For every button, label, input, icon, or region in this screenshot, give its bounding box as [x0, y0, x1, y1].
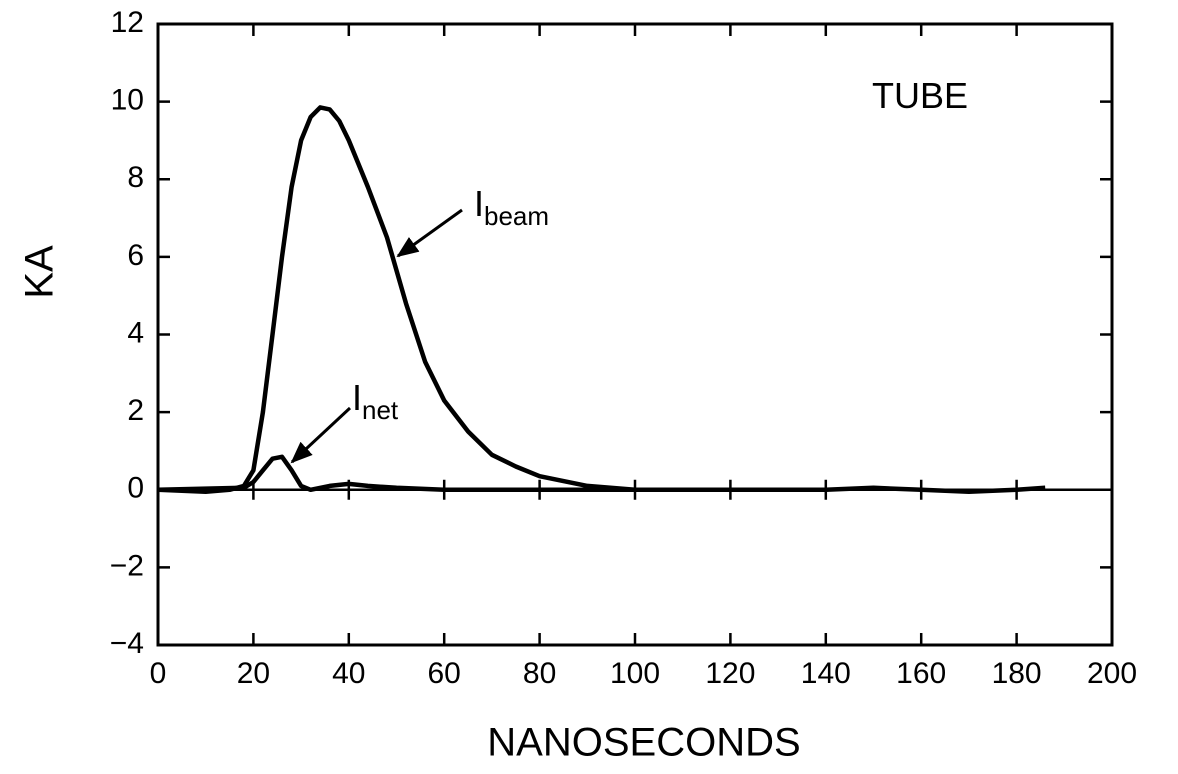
- x-tick-label: 80: [523, 657, 556, 690]
- y-tick-label: 12: [111, 6, 144, 39]
- y-axis-label: KA: [18, 245, 62, 299]
- x-tick-label: 40: [332, 657, 365, 690]
- x-tick-label: 140: [801, 657, 851, 690]
- x-tick-label: 20: [237, 657, 270, 690]
- y-tick-label: 4: [127, 316, 144, 349]
- y-tick-label: 2: [127, 394, 144, 427]
- annotation-subscript: beam: [484, 201, 549, 231]
- x-tick-label: 160: [896, 657, 946, 690]
- annotation: Ibeam: [474, 183, 549, 231]
- annotation-text: I: [352, 377, 362, 418]
- annotation-subscript: net: [362, 395, 399, 425]
- annotation: Inet: [352, 377, 399, 425]
- y-tick-label: 6: [127, 239, 144, 272]
- plot-frame: [156, 22, 1114, 647]
- y-tick-label: −2: [110, 549, 144, 582]
- x-axis-label: NANOSECONDS: [487, 721, 800, 765]
- y-tick-label: −4: [110, 627, 144, 660]
- x-tick-label: 60: [428, 657, 461, 690]
- arrow: [290, 406, 352, 464]
- annotation-text: TUBE: [872, 75, 968, 116]
- y-tick-label: 0: [127, 472, 144, 505]
- y-tick-label: 10: [111, 84, 144, 117]
- x-tick-label: 180: [992, 657, 1042, 690]
- annotation: TUBE: [872, 75, 968, 116]
- y-tick-label: 8: [127, 161, 144, 194]
- annotation-text: I: [474, 183, 484, 224]
- data-line: [157, 454, 635, 493]
- data-line: [157, 105, 1046, 494]
- arrow: [396, 208, 463, 258]
- x-tick-label: 100: [610, 657, 660, 690]
- x-tick-label: 200: [1087, 657, 1137, 690]
- x-tick-label: 120: [705, 657, 755, 690]
- x-tick-label: 0: [150, 657, 167, 690]
